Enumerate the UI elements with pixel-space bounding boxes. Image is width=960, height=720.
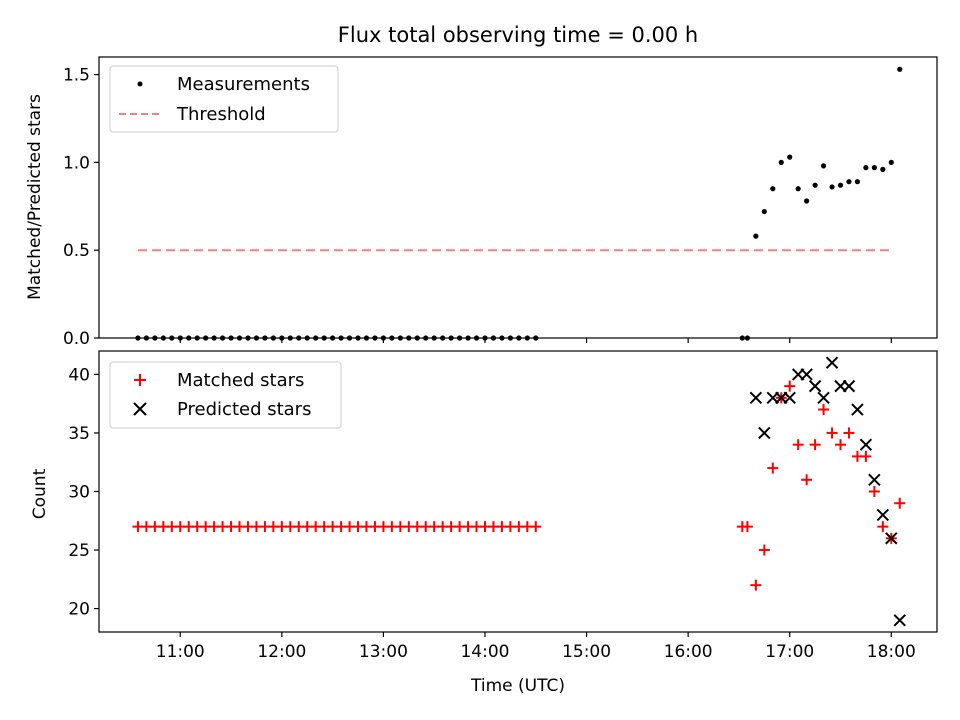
ytick-label: 1.5	[63, 66, 90, 86]
ytick-label: 1.0	[63, 153, 90, 173]
bottom-chart-xlabel: Time (UTC)	[470, 676, 565, 696]
ytick-label: 0.5	[63, 241, 90, 261]
matched-star-point	[843, 427, 855, 439]
matched-star-point	[784, 380, 796, 392]
predicted-star-point	[842, 379, 856, 393]
measurement-point	[753, 233, 759, 239]
ytick-label: 20	[68, 600, 90, 620]
matched-star-point	[877, 521, 889, 533]
bottom-chart-legend: Matched stars Predicted stars	[109, 361, 342, 429]
bottom-chart-marks	[132, 356, 906, 627]
matched-star-point	[767, 462, 779, 474]
legend-predicted-marker	[133, 402, 147, 416]
measurement-point	[880, 166, 886, 172]
measurement-point	[812, 182, 818, 188]
legend-matched-label: Matched stars	[177, 370, 304, 391]
legend-predicted-label: Predicted stars	[177, 399, 311, 420]
legend-matched-marker	[134, 374, 146, 386]
measurement-point	[787, 154, 793, 160]
matched-star-point	[868, 486, 880, 497]
ytick-label: 0.0	[63, 329, 90, 349]
measurement-point	[846, 179, 852, 185]
xtick-label: 17:00	[765, 642, 814, 662]
xtick-label: 11:00	[156, 642, 205, 662]
predicted-star-point	[859, 438, 873, 451]
xtick-label: 18:00	[867, 642, 916, 662]
predicted-star-point	[868, 473, 881, 486]
predicted-star-point	[758, 426, 771, 440]
matched-star-point	[530, 521, 542, 533]
ytick-label: 35	[68, 424, 90, 444]
measurement-point	[829, 184, 835, 190]
top-chart-axes: 0.0 0.5 1.0 1.5 Matched/Predicted stars Mea…	[25, 56, 938, 349]
measurement-point	[820, 163, 827, 169]
xtick-label: 15:00	[562, 642, 611, 662]
xtick-label: 16:00	[664, 642, 713, 662]
predicted-star-point	[800, 368, 813, 381]
bottom-chart-xticks: 11:00 12:00 13:00 14:00 15:00 16:00 17:00 18:00	[156, 632, 916, 662]
legend-measurements-marker	[137, 81, 143, 87]
matched-star-point	[750, 579, 762, 591]
predicted-star-point	[825, 356, 839, 369]
ytick-label: 40	[68, 365, 90, 385]
measurement-point	[897, 66, 903, 72]
bottom-chart-ylabel: Count	[30, 468, 50, 519]
predicted-star-point	[885, 532, 898, 545]
matched-star-point	[809, 439, 821, 451]
measurement-point	[778, 159, 784, 165]
predicted-star-point	[808, 379, 822, 393]
matched-star-point	[826, 427, 838, 439]
measurement-point	[770, 186, 776, 192]
legend-measurements-label: Measurements	[177, 74, 310, 95]
measurement-point	[795, 186, 801, 192]
bottom-chart-yticks: 20 25 30 35 40	[68, 365, 99, 620]
matched-star-point	[741, 521, 753, 533]
predicted-star-point	[817, 391, 830, 405]
top-chart-yticks: 0.0 0.5 1.0 1.5	[63, 66, 99, 349]
xtick-label: 13:00	[359, 642, 408, 662]
matched-star-point	[801, 474, 813, 486]
matched-star-point	[818, 404, 830, 416]
predicted-star-point	[851, 403, 864, 416]
top-chart-frame	[98, 56, 938, 339]
matched-star-point	[835, 439, 847, 451]
bottom-legend-box	[109, 361, 342, 429]
measurement-point	[837, 182, 844, 188]
predicted-star-point	[749, 391, 763, 405]
matched-star-point	[860, 450, 872, 462]
predicted-star-point	[783, 391, 796, 405]
top-legend-box	[109, 65, 339, 133]
measurement-point	[804, 198, 810, 204]
predicted-star-point	[876, 508, 890, 522]
top-chart-title: Flux total observing time = 0.00 h	[338, 23, 698, 47]
ytick-label: 25	[68, 541, 90, 561]
top-chart-ylabel: Matched/Predicted stars	[25, 94, 45, 300]
xtick-label: 12:00	[257, 642, 306, 662]
top-chart-xticks	[179, 338, 892, 343]
matched-star-point	[758, 544, 770, 556]
bottom-chart-axes: 20 25 30 35 40 11:00 12:00 13:00 14:00 15:00 16:0…	[30, 350, 938, 696]
matched-star-point	[894, 497, 906, 509]
measurement-point	[761, 208, 767, 215]
top-chart-legend: Measurements Threshold	[109, 65, 339, 133]
measurement-point	[854, 179, 861, 185]
ytick-label: 30	[68, 483, 90, 503]
measurement-point	[888, 159, 894, 165]
predicted-star-point	[893, 614, 906, 627]
measurement-point	[863, 165, 869, 171]
matched-star-point	[792, 439, 804, 451]
xtick-label: 14:00	[460, 642, 509, 662]
legend-threshold-label: Threshold	[176, 104, 266, 125]
measurement-point	[871, 165, 877, 171]
